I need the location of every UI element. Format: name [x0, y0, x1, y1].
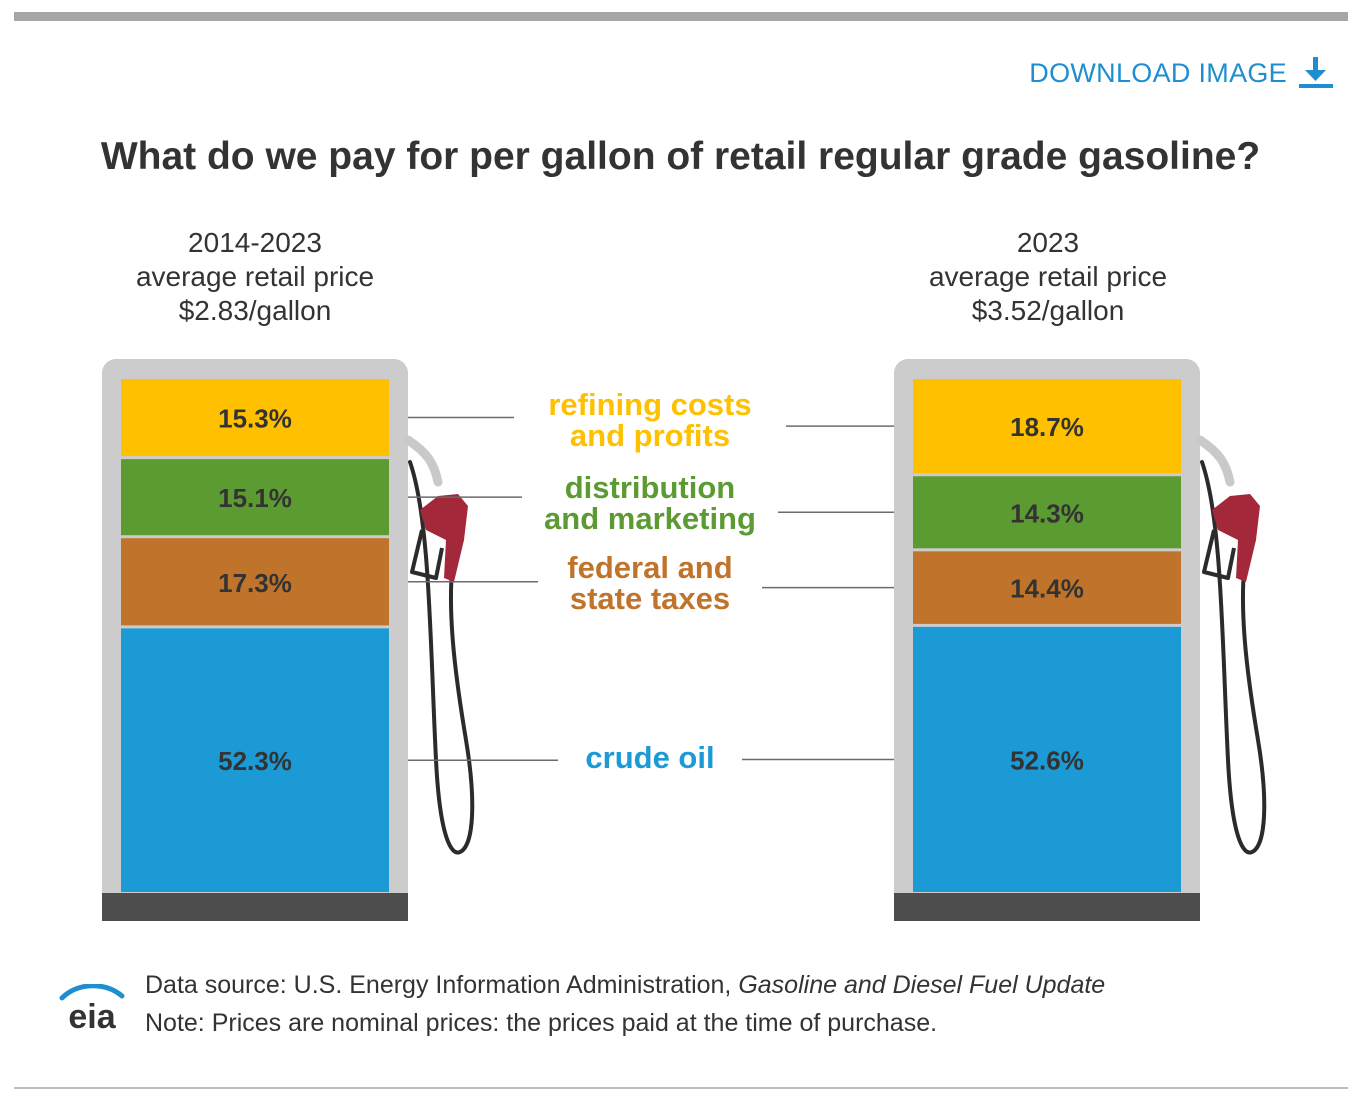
category-label-line: state taxes — [569, 580, 731, 616]
category-label-refining: refining costs and profits — [450, 389, 850, 451]
hose-connector — [1195, 435, 1235, 487]
segment-label-refining: 15.3% — [218, 404, 292, 434]
bar-segment-distribution — [913, 476, 1181, 549]
pump-base — [894, 893, 1200, 921]
nozzle-trigger — [410, 529, 444, 580]
category-label-taxes: federal and state taxes — [450, 552, 850, 614]
bar-segment-refining — [121, 379, 389, 457]
download-icon — [1299, 57, 1333, 88]
segment-label-crude: 52.3% — [218, 746, 292, 776]
category-label-distribution: distribution and marketing — [450, 472, 850, 534]
nozzle-handle — [1212, 494, 1260, 582]
segment-label-taxes: 17.3% — [218, 568, 292, 598]
category-label-line: federal and — [567, 549, 733, 585]
segment-label-distribution: 14.3% — [1010, 498, 1084, 528]
download-label: DOWNLOAD IMAGE — [1029, 57, 1287, 88]
pump-base — [102, 893, 408, 921]
bar-segment-crude — [913, 626, 1181, 892]
pump-price: $2.83/gallon — [178, 295, 332, 326]
pump-header-left: 2014-2023 average retail price $2.83/gal… — [55, 226, 455, 328]
bar-segment-taxes — [121, 538, 389, 626]
pump-price: $3.52/gallon — [971, 295, 1125, 326]
bottom-rule — [14, 1087, 1348, 1089]
segment-label-taxes: 14.4% — [1010, 574, 1084, 604]
category-label-line: distribution — [564, 469, 736, 505]
source-title: Gasoline and Diesel Fuel Update — [738, 971, 1106, 999]
footer-text: Data source: U.S. Energy Information Adm… — [145, 966, 1105, 1042]
category-label-line: and marketing — [544, 500, 756, 536]
category-label-line: and profits — [569, 417, 731, 453]
hose-connector — [403, 435, 443, 487]
pump-period: 2014-2023 — [188, 227, 322, 258]
segment-label-refining: 18.7% — [1010, 412, 1084, 442]
pump-period: 2023 — [1016, 227, 1080, 258]
pump-header-right: 2023 average retail price $3.52/gallon — [848, 226, 1248, 328]
category-label-line: refining costs — [548, 386, 752, 422]
top-rule — [14, 12, 1348, 21]
chart-title: What do we pay for per gallon of retail … — [100, 135, 1261, 178]
source-prefix: Data source: U.S. Energy Information Adm… — [145, 971, 739, 999]
bar-segment-distribution — [121, 459, 389, 536]
category-label-crude: crude oil — [450, 742, 850, 773]
eia-logo: eia — [59, 984, 125, 1032]
bar-segment-refining — [913, 379, 1181, 474]
nozzle-trigger — [1202, 529, 1236, 580]
note-line: Note: Prices are nominal prices: the pri… — [145, 1009, 938, 1037]
segment-label-distribution: 15.1% — [218, 483, 292, 513]
pump-subtitle: average retail price — [135, 261, 375, 292]
nozzle-handle — [420, 494, 468, 582]
segment-label-crude: 52.6% — [1010, 745, 1084, 775]
bar-segment-crude — [121, 628, 389, 892]
hose — [1200, 460, 1267, 855]
bar-segment-taxes — [913, 551, 1181, 624]
pump-subtitle: average retail price — [928, 261, 1168, 292]
eia-logo-text: eia — [68, 998, 116, 1032]
hose — [408, 460, 475, 855]
download-image-button[interactable]: DOWNLOAD IMAGE — [1029, 57, 1335, 89]
source-line: Data source: U.S. Energy Information Adm… — [145, 966, 1105, 1004]
category-label-line: crude oil — [585, 740, 715, 776]
